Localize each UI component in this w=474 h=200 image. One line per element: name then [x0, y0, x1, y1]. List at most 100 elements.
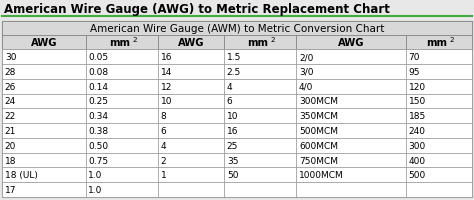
- Bar: [224, 79, 296, 94]
- Text: 500MCM: 500MCM: [299, 126, 338, 135]
- Bar: [406, 94, 472, 109]
- Text: 95: 95: [409, 67, 420, 76]
- Text: 70: 70: [409, 53, 420, 62]
- Bar: [86, 50, 158, 65]
- Bar: [296, 79, 406, 94]
- Bar: [296, 168, 406, 182]
- Bar: [224, 123, 296, 138]
- Text: 350MCM: 350MCM: [299, 112, 338, 121]
- Bar: [2, 138, 86, 153]
- Text: 2: 2: [161, 156, 166, 165]
- Bar: [2, 109, 86, 123]
- Bar: [2, 123, 86, 138]
- Bar: [158, 36, 224, 50]
- Bar: [406, 153, 472, 168]
- Text: 4: 4: [161, 141, 166, 150]
- Text: 8: 8: [161, 112, 166, 121]
- Text: 500: 500: [409, 170, 426, 179]
- Text: 750MCM: 750MCM: [299, 156, 338, 165]
- Text: 6: 6: [227, 97, 233, 106]
- Bar: [86, 36, 158, 50]
- Text: 2: 2: [271, 36, 275, 42]
- Bar: [406, 123, 472, 138]
- Text: 4/0: 4/0: [299, 82, 313, 91]
- Text: American Wire Gauge (AWG) to Metric Replacement Chart: American Wire Gauge (AWG) to Metric Repl…: [4, 3, 390, 16]
- Bar: [158, 168, 224, 182]
- Text: 1000MCM: 1000MCM: [299, 170, 344, 179]
- Text: 18: 18: [5, 156, 16, 165]
- Text: 21: 21: [5, 126, 16, 135]
- Bar: [2, 22, 472, 36]
- Bar: [2, 65, 86, 79]
- Bar: [158, 153, 224, 168]
- Text: AWG: AWG: [337, 38, 364, 48]
- Bar: [2, 182, 86, 197]
- Bar: [86, 168, 158, 182]
- Text: 1: 1: [161, 170, 166, 179]
- Bar: [296, 94, 406, 109]
- Text: 6: 6: [161, 126, 166, 135]
- Bar: [158, 94, 224, 109]
- Bar: [2, 79, 86, 94]
- Text: 0.75: 0.75: [89, 156, 109, 165]
- Bar: [158, 182, 224, 197]
- Bar: [296, 65, 406, 79]
- Bar: [296, 123, 406, 138]
- Text: 4: 4: [227, 82, 232, 91]
- Text: 25: 25: [227, 141, 238, 150]
- Bar: [296, 182, 406, 197]
- Text: 185: 185: [409, 112, 426, 121]
- Bar: [86, 65, 158, 79]
- Text: 0.25: 0.25: [89, 97, 109, 106]
- Text: 18 (UL): 18 (UL): [5, 170, 38, 179]
- Text: 28: 28: [5, 67, 16, 76]
- Bar: [406, 36, 472, 50]
- Text: 30: 30: [5, 53, 16, 62]
- Bar: [406, 65, 472, 79]
- Bar: [224, 182, 296, 197]
- Text: 12: 12: [161, 82, 172, 91]
- Bar: [296, 153, 406, 168]
- Bar: [224, 153, 296, 168]
- Text: 240: 240: [409, 126, 426, 135]
- Bar: [86, 138, 158, 153]
- Bar: [158, 65, 224, 79]
- Bar: [158, 123, 224, 138]
- Text: 10: 10: [227, 112, 238, 121]
- Text: 300MCM: 300MCM: [299, 97, 338, 106]
- Bar: [296, 138, 406, 153]
- Bar: [224, 94, 296, 109]
- Bar: [158, 109, 224, 123]
- Text: 16: 16: [227, 126, 238, 135]
- Bar: [224, 50, 296, 65]
- Bar: [158, 138, 224, 153]
- Text: 22: 22: [5, 112, 16, 121]
- Text: 600MCM: 600MCM: [299, 141, 338, 150]
- Text: 35: 35: [227, 156, 238, 165]
- Text: mm: mm: [247, 38, 268, 48]
- Text: 150: 150: [409, 97, 426, 106]
- Text: 1.5: 1.5: [227, 53, 241, 62]
- Text: 3/0: 3/0: [299, 67, 313, 76]
- Bar: [224, 168, 296, 182]
- Bar: [224, 138, 296, 153]
- Bar: [86, 182, 158, 197]
- Text: 10: 10: [161, 97, 172, 106]
- Bar: [296, 109, 406, 123]
- Bar: [406, 138, 472, 153]
- Text: 2.5: 2.5: [227, 67, 241, 76]
- Text: AWG: AWG: [30, 38, 57, 48]
- Bar: [2, 168, 86, 182]
- Text: 26: 26: [5, 82, 16, 91]
- Text: mm: mm: [109, 38, 130, 48]
- Bar: [296, 50, 406, 65]
- Bar: [86, 94, 158, 109]
- Text: 0.34: 0.34: [89, 112, 109, 121]
- Bar: [406, 79, 472, 94]
- Bar: [86, 123, 158, 138]
- Text: 1.0: 1.0: [89, 185, 103, 194]
- Text: 0.38: 0.38: [89, 126, 109, 135]
- Bar: [86, 109, 158, 123]
- Text: 0.05: 0.05: [89, 53, 109, 62]
- Bar: [2, 50, 86, 65]
